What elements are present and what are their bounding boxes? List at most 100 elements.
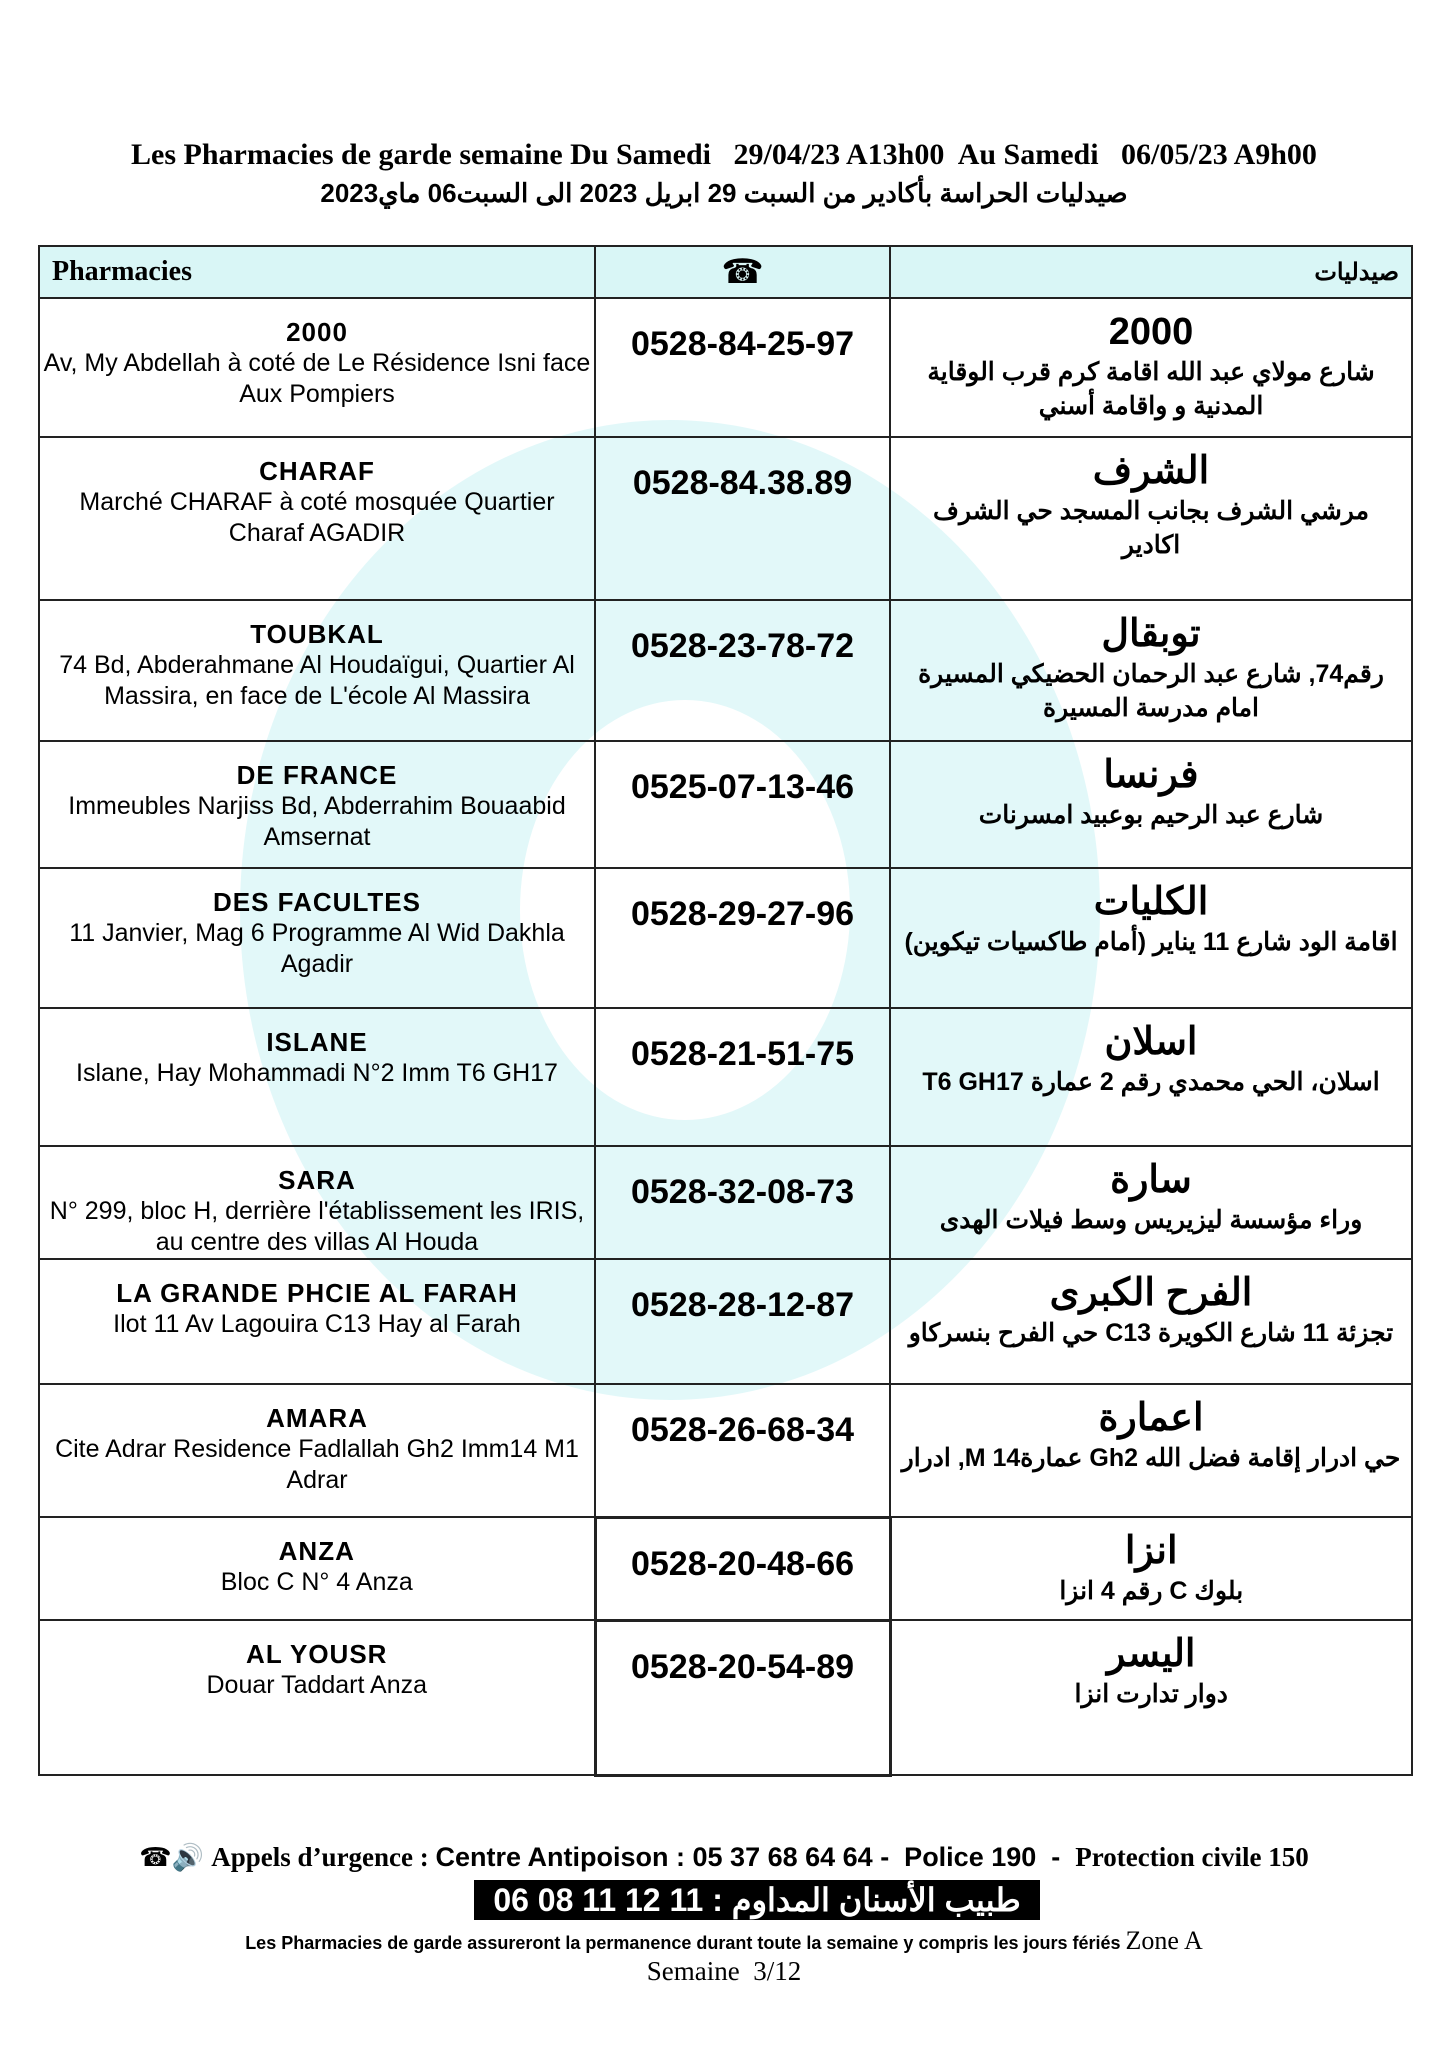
note: Les Pharmacies de garde assureront la pe… — [245, 1933, 1126, 1953]
pharmacy-address: Immeubles Narjiss Bd, Abderrahim Bouaabi… — [68, 792, 566, 851]
pharmacy-name-ar: الشرف — [1092, 450, 1210, 492]
phone-cell: 0528-84-25-97 — [594, 297, 891, 438]
pharmacy-fr-cell: ISLANE Islane, Hay Mohammadi N°2 Imm T6 … — [38, 1007, 596, 1147]
pharmacy-phone[interactable]: 0528-23-78-72 — [630, 627, 855, 665]
pharmacy-ar-cell: الكليات اقامة الود شارع 11 يناير (أمام ط… — [889, 867, 1413, 1009]
pharmacy-fr-cell: CHARAF Marché CHARAF à coté mosquée Quar… — [38, 436, 596, 601]
pharmacy-address: Av, My Abdellah à coté de Le Résidence I… — [43, 349, 591, 408]
pharmacy-name-ar: اليسر — [1107, 1633, 1196, 1675]
pharmacy-name: DES FACULTES — [213, 887, 421, 917]
pharmacy-ar-cell: فرنسا شارع عبد الرحيم بوعبيد امسرنات — [889, 740, 1413, 869]
pharmacy-name-ar: 2000 — [1108, 311, 1194, 353]
table-row: DES FACULTES 11 Janvier, Mag 6 Programme… — [38, 867, 1413, 1009]
pharmacy-address: Cite Adrar Residence Fadlallah Gh2 Imm14… — [55, 1435, 579, 1494]
pharmacy-address-ar: اقامة الود شارع 11 يناير (أمام طاكسيات ت… — [904, 928, 1398, 956]
pharmacy-phone[interactable]: 0528-32-08-73 — [630, 1173, 855, 1211]
pharmacy-fr-cell: ANZA Bloc C N° 4 Anza — [38, 1516, 596, 1621]
pharmacy-ar-cell: الفرح الكبرى تجزئة 11 شارع الكويرة C13 ح… — [889, 1258, 1413, 1385]
phone-cell: 0528-26-68-34 — [594, 1383, 891, 1518]
pharmacy-fr-cell: AL YOUSR Douar Taddart Anza — [38, 1619, 596, 1776]
table-row: ISLANE Islane, Hay Mohammadi N°2 Imm T6 … — [38, 1007, 1413, 1147]
emergency-line: ☎🔊 Appels d’urgence : Centre Antipoison … — [0, 1842, 1448, 1873]
pharmacy-address-ar: رقم74, شارع عبد الرحمان الحضيكي المسيرة … — [918, 660, 1384, 722]
phone-cell: 0528-20-54-89 — [593, 1618, 892, 1777]
pharmacy-fr-cell: 2000 Av, My Abdellah à coté de Le Réside… — [38, 297, 596, 438]
title-ar: صيدليات الحراسة بأكادير من السبت 29 ابري… — [320, 178, 1128, 208]
table-row: LA GRANDE PHCIE AL FARAH Ilot 11 Av Lago… — [38, 1258, 1413, 1385]
emergency-label: Appels d’urgence : — [211, 1842, 436, 1872]
pharmacy-address: N° 299, bloc H, derrière l'établissement… — [49, 1197, 585, 1256]
phone-cell: 0528-32-08-73 — [594, 1145, 891, 1260]
pharmacy-ar-cell: الشرف مرشي الشرف بجانب المسجد حي الشرف ا… — [889, 436, 1413, 601]
table-header: Pharmacies ☎ صيدليات — [38, 245, 1413, 299]
pharmacy-name-ar: سارة — [1110, 1159, 1192, 1201]
pharmacy-name-ar: الفرح الكبرى — [1049, 1272, 1253, 1314]
phone-cell: 0528-28-12-87 — [594, 1258, 891, 1385]
title-fr: Les Pharmacies de garde semaine Du Samed… — [131, 138, 1317, 171]
civil-protection: Protection civile 150 — [1075, 1842, 1309, 1872]
pharmacy-name: AMARA — [266, 1403, 368, 1433]
pharmacy-address-ar: وراء مؤسسة ليزيريس وسط فيلات الهدى — [939, 1206, 1363, 1234]
pharmacy-phone[interactable]: 0528-20-48-66 — [630, 1544, 855, 1583]
pharmacy-ar-cell: اعمارة حي ادرار إقامة فضل الله Gh2 عمارة… — [889, 1383, 1413, 1518]
pharmacy-ar-cell: توبقال رقم74, شارع عبد الرحمان الحضيكي ا… — [889, 599, 1413, 742]
phone-emergency-icon: ☎🔊 — [139, 1842, 212, 1872]
pharmacy-name: ANZA — [278, 1536, 355, 1566]
pharmacy-ar-cell: انزا بلوك C رقم 4 انزا — [889, 1516, 1413, 1621]
pharmacy-address: Douar Taddart Anza — [206, 1671, 428, 1699]
pharmacy-phone[interactable]: 0528-20-54-89 — [630, 1647, 855, 1686]
pharmacy-name: LA GRANDE PHCIE AL FARAH — [116, 1278, 518, 1308]
pharmacy-address-ar: مرشي الشرف بجانب المسجد حي الشرف اكادير — [933, 497, 1369, 559]
table-row: ANZA Bloc C N° 4 Anza 0528-20-48-66 انزا… — [38, 1515, 1413, 1622]
pharmacy-fr-cell: DES FACULTES 11 Janvier, Mag 6 Programme… — [38, 867, 596, 1009]
pharmacy-phone[interactable]: 0528-84-25-97 — [630, 325, 855, 363]
table-row: SARA N° 299, bloc H, derrière l'établiss… — [38, 1145, 1413, 1260]
pharmacy-name: DE FRANCE — [236, 760, 398, 790]
pharmacy-phone[interactable]: 0528-84.38.89 — [632, 464, 853, 502]
table-row: AL YOUSR Douar Taddart Anza 0528-20-54-8… — [38, 1618, 1413, 1777]
pharmacy-address: Marché CHARAF à coté mosquée Quartier Ch… — [79, 488, 555, 547]
pharmacy-name-ar: اسلان — [1104, 1021, 1198, 1063]
pharmacy-phone[interactable]: 0525-07-13-46 — [630, 768, 855, 806]
zone: Zone A — [1125, 1926, 1203, 1955]
pharmacy-phone[interactable]: 0528-21-51-75 — [630, 1035, 855, 1073]
week-label: Semaine 3/12 — [646, 1956, 802, 1986]
pharmacy-name: 2000 — [286, 317, 348, 347]
pharmacy-fr-cell: LA GRANDE PHCIE AL FARAH Ilot 11 Av Lago… — [38, 1258, 596, 1385]
pharmacy-address-ar: اسلان، الحي محمدي رقم 2 عمارة T6 GH17 — [922, 1068, 1380, 1096]
pharmacy-address: Islane, Hay Mohammadi N°2 Imm T6 GH17 — [76, 1059, 558, 1087]
pharmacy-name-ar: فرنسا — [1103, 754, 1199, 796]
pharmacy-name-ar: الكليات — [1093, 881, 1209, 923]
pharmacies-table: Pharmacies ☎ صيدليات 2000 Av, My Abdella… — [38, 245, 1413, 1777]
pharmacy-ar-cell: اليسر دوار تدارت انزا — [889, 1619, 1413, 1776]
pharmacy-name-ar: انزا — [1124, 1530, 1178, 1572]
pharmacy-address: 11 Janvier, Mag 6 Programme Al Wid Dakhl… — [69, 919, 565, 978]
col-header-pharmacies: Pharmacies — [38, 245, 596, 299]
table-row: CHARAF Marché CHARAF à coté mosquée Quar… — [38, 436, 1413, 601]
table-row: 2000 Av, My Abdellah à coté de Le Réside… — [38, 297, 1413, 438]
pharmacy-fr-cell: TOUBKAL 74 Bd, Abderahmane Al Houdaïgui,… — [38, 599, 596, 742]
phone-cell: 0528-84.38.89 — [594, 436, 891, 601]
pharmacy-address-ar: تجزئة 11 شارع الكويرة C13 حي الفرح بنسرك… — [908, 1319, 1394, 1347]
pharmacy-address-ar: شارع عبد الرحيم بوعبيد امسرنات — [978, 801, 1324, 829]
pharmacy-name-ar: اعمارة — [1098, 1397, 1204, 1439]
pharmacy-fr-cell: AMARA Cite Adrar Residence Fadlallah Gh2… — [38, 1383, 596, 1518]
phone-cell: 0528-29-27-96 — [594, 867, 891, 1009]
pharmacy-ar-cell: 2000 شارع مولاي عبد الله اقامة كرم قرب ا… — [889, 297, 1413, 438]
note-line: Les Pharmacies de garde assureront la pe… — [0, 1926, 1448, 1956]
pharmacy-address: Bloc C N° 4 Anza — [220, 1568, 413, 1596]
phone-cell: 0525-07-13-46 — [594, 740, 891, 869]
pharmacy-name-ar: توبقال — [1101, 613, 1201, 655]
pharmacy-phone[interactable]: 0528-26-68-34 — [630, 1411, 855, 1449]
pharmacy-name: ISLANE — [266, 1027, 368, 1057]
pharmacy-address-ar: بلوك C رقم 4 انزا — [1059, 1577, 1244, 1605]
phone-cell: 0528-21-51-75 — [594, 1007, 891, 1147]
telephone-icon: ☎ — [721, 253, 764, 291]
col-header-ar: صيدليات — [889, 245, 1413, 299]
pharmacy-phone[interactable]: 0528-29-27-96 — [630, 895, 855, 933]
pharmacy-phone[interactable]: 0528-28-12-87 — [630, 1286, 855, 1324]
pharmacy-address: Ilot 11 Av Lagouira C13 Hay al Farah — [113, 1310, 521, 1338]
pharmacy-fr-cell: DE FRANCE Immeubles Narjiss Bd, Abderrah… — [38, 740, 596, 869]
pharmacy-address: 74 Bd, Abderahmane Al Houdaïgui, Quartie… — [59, 651, 575, 710]
table-row: DE FRANCE Immeubles Narjiss Bd, Abderrah… — [38, 740, 1413, 869]
